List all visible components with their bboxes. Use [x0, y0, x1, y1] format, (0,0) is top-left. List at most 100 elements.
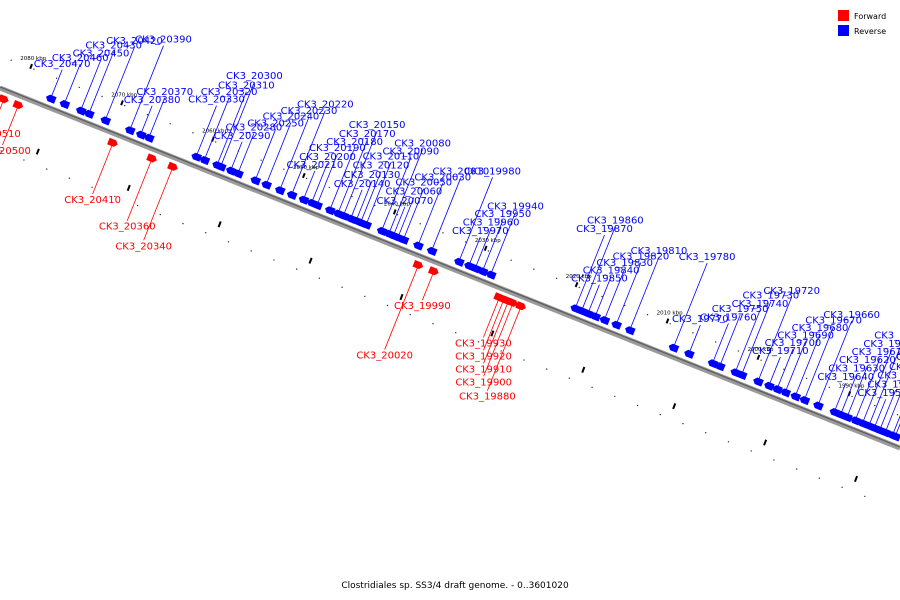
gene-label: CK3_20220 — [297, 99, 354, 110]
gene-arrows — [0, 94, 900, 442]
gene-arrow — [191, 152, 202, 162]
gene-label: CK3_19830 — [596, 258, 653, 269]
gene-label: CK3_19640 — [817, 372, 874, 383]
gene-leader-line — [126, 158, 153, 221]
gene-leader-line — [794, 334, 821, 397]
guide-dash — [126, 184, 131, 192]
gene-leader-line — [784, 341, 806, 393]
guide-dot — [260, 159, 262, 161]
gene-arrow — [413, 241, 424, 251]
gene-label: CK3_19930 — [455, 338, 512, 349]
gene-arrow — [684, 349, 695, 359]
axis-tick-mark — [756, 354, 761, 361]
guide-dot — [805, 377, 808, 380]
gene-arrow — [298, 195, 310, 205]
guide-dot — [273, 259, 275, 261]
gene-arrow — [454, 257, 465, 267]
gene-leader-line — [734, 310, 761, 373]
guide-dot — [510, 259, 512, 261]
gene-label: CK3_20340 — [115, 241, 172, 252]
gene-label: CK3_19720 — [763, 286, 820, 297]
gene-label: CK3_19710 — [752, 346, 809, 357]
gene-arrow — [668, 343, 680, 353]
gene-leader-line — [92, 142, 114, 195]
legend-forward-swatch — [838, 10, 849, 21]
gene-label: CK3_20190 — [309, 143, 366, 154]
guide-dot — [614, 395, 616, 398]
gene-label: CK3_20360 — [99, 222, 156, 233]
gene-arrow — [167, 161, 178, 171]
gene-label: CK3_19850 — [571, 274, 628, 285]
guide-dash — [35, 148, 40, 155]
gene-label: CK3_20080 — [394, 138, 451, 149]
gene-label: CK3_19530 — [889, 362, 900, 373]
gene-arrow — [199, 156, 211, 166]
gene-arrow — [426, 246, 438, 256]
gene-label: CK3_20460 — [52, 53, 109, 64]
gene-leader-line — [615, 262, 642, 325]
gene-arrow — [76, 106, 87, 116]
gene-leader-line — [104, 46, 135, 121]
gene-label: CK3_19860 — [587, 215, 644, 226]
gene-label: CK3_20210 — [286, 160, 343, 171]
gene-label: CK3_20140 — [334, 179, 391, 190]
guide-dash — [672, 402, 677, 410]
axis-tick-label: 2010 kbp — [657, 311, 683, 317]
gene-label: CK3_19840 — [583, 265, 640, 276]
gene-leader-line — [254, 129, 276, 181]
gene-arrow — [59, 100, 71, 110]
guide-dot — [818, 477, 821, 479]
guide-dash — [399, 293, 404, 301]
gene-leader-line — [581, 226, 616, 312]
gene-leader-line — [291, 110, 326, 196]
gene-leader-line — [381, 157, 412, 232]
gene-leader-line — [574, 234, 605, 309]
guide-dot — [23, 159, 25, 161]
guide-dot — [692, 332, 694, 334]
guide-dot — [659, 413, 661, 416]
gene-label: CK3_19690 — [777, 330, 834, 341]
gene-label: CK3_20090 — [383, 147, 440, 158]
gene-leader-line — [854, 358, 881, 421]
guide-dot — [227, 241, 230, 243]
guide-dash — [763, 439, 768, 446]
guide-dot — [896, 413, 899, 416]
gene-arrow — [599, 316, 611, 326]
gene-label: CK3_20420 — [106, 36, 163, 47]
gene-arrow — [486, 270, 497, 280]
axis-tick-mark — [665, 318, 670, 324]
gene-label: CK3_20180 — [326, 137, 383, 148]
gene-leader-line — [688, 324, 701, 354]
guide-dash — [217, 221, 222, 228]
gene-leader-line — [392, 206, 406, 236]
guide-dot — [727, 441, 730, 443]
gene-label: CK3_19880 — [459, 392, 516, 403]
gene-label: CK3_19590 — [874, 330, 900, 341]
guide-dot — [341, 286, 343, 289]
gene-label: CK3_20050 — [395, 178, 452, 189]
gene-leader-line — [431, 177, 462, 252]
gene-arrow — [233, 169, 244, 179]
guide-dot — [705, 432, 707, 434]
axis-tick-label: 2000 kbp — [748, 347, 774, 353]
gene-label: CK3_20320 — [201, 87, 258, 98]
gene-leader-line — [603, 268, 626, 321]
gene-arrow — [753, 377, 764, 387]
gene-leader-line — [384, 264, 419, 350]
gene-arrow — [813, 401, 824, 411]
guide-dash — [490, 330, 495, 337]
gene-label: CK3_20130 — [344, 170, 401, 181]
gene-arrow — [107, 137, 118, 147]
gene-label: CK3_19870 — [576, 224, 633, 235]
gene-arrow — [890, 432, 900, 442]
legend-reverse-swatch — [838, 25, 849, 36]
guide-dot — [737, 350, 740, 352]
gene-label: CK3_19580 — [857, 388, 900, 399]
gene-leader-line — [879, 390, 897, 431]
gene-leader-line — [468, 236, 481, 266]
gene-leader-line — [846, 365, 868, 418]
gene-leader-line — [148, 97, 166, 138]
guide-dot — [487, 250, 490, 252]
legend-forward-label: Forward — [854, 12, 886, 21]
